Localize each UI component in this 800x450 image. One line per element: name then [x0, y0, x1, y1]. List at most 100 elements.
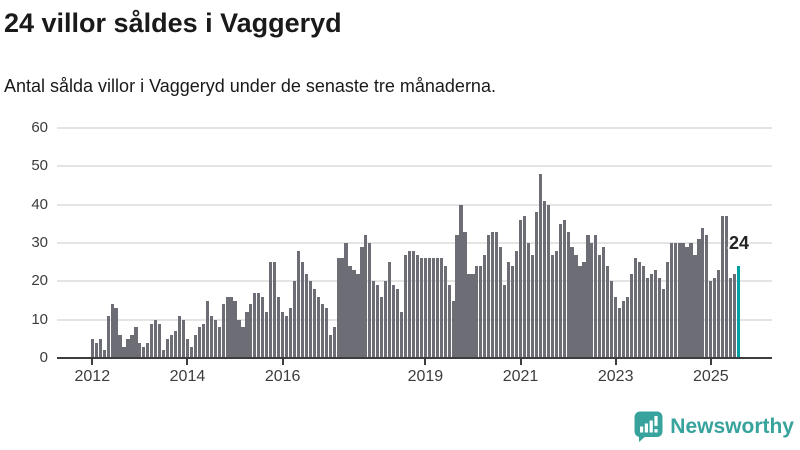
bar	[197, 327, 201, 358]
chart-subtitle: Antal sålda villor i Vaggeryd under de s…	[4, 76, 496, 96]
bar	[427, 258, 431, 358]
bar	[229, 296, 233, 358]
bar	[146, 342, 150, 358]
bar	[221, 304, 225, 358]
bar	[300, 262, 305, 358]
bar	[661, 289, 665, 358]
bar	[487, 235, 491, 358]
bar	[713, 277, 717, 358]
bar	[348, 266, 352, 358]
bar	[399, 312, 404, 358]
newsworthy-chart-bubble-icon	[634, 411, 663, 442]
page-title: 24 villor såldes i Vaggeryd	[4, 8, 342, 38]
bar	[142, 346, 146, 358]
bar	[166, 338, 170, 358]
bar	[546, 204, 550, 358]
bar	[185, 338, 190, 358]
bar	[530, 254, 534, 358]
bar	[729, 277, 733, 358]
bar	[693, 254, 697, 358]
x-tick-label: 2014	[169, 368, 206, 385]
bar	[411, 250, 416, 358]
bar	[328, 335, 332, 358]
bar	[431, 258, 435, 358]
bar	[598, 254, 602, 358]
bar	[459, 204, 463, 358]
bar	[237, 319, 241, 358]
y-tick-label: 20	[31, 272, 48, 290]
bar	[360, 246, 364, 358]
bar	[292, 281, 297, 358]
bar	[392, 285, 396, 358]
gridline	[57, 165, 772, 168]
bar	[288, 308, 293, 358]
x-tick-label: 2023	[597, 368, 634, 385]
bar	[574, 254, 578, 358]
y-tick-label: 50	[31, 157, 48, 175]
bar	[570, 246, 574, 358]
gridline	[57, 242, 772, 244]
bar	[284, 315, 289, 358]
x-axis-tick	[424, 359, 427, 365]
bar	[697, 239, 701, 358]
bar	[510, 266, 515, 358]
bar	[495, 231, 499, 358]
bar	[578, 266, 582, 358]
bar	[562, 220, 566, 358]
bar	[582, 262, 586, 358]
bar	[253, 292, 257, 358]
y-tick-label: 0	[39, 349, 48, 366]
bar	[122, 346, 126, 358]
bar	[344, 243, 348, 358]
bar	[645, 277, 649, 358]
bar	[685, 246, 689, 358]
bar	[162, 350, 166, 358]
bar	[368, 243, 372, 358]
bar	[419, 258, 423, 358]
bar	[681, 243, 685, 358]
x-tick-label: 2012	[74, 368, 111, 385]
bar	[689, 243, 693, 358]
bar	[94, 342, 98, 358]
bar	[649, 273, 653, 358]
bar	[653, 269, 657, 358]
last-value-annotation: 24	[729, 233, 750, 253]
bar	[499, 246, 503, 358]
bar	[625, 296, 630, 358]
bar	[150, 323, 154, 358]
bar	[249, 304, 253, 358]
bar	[304, 273, 308, 358]
bar	[158, 323, 162, 358]
bar	[435, 258, 439, 358]
bar	[471, 273, 475, 358]
bar	[217, 327, 221, 358]
bar	[463, 231, 467, 358]
bar	[447, 285, 451, 358]
bar	[518, 220, 523, 358]
bar	[396, 289, 400, 358]
bar	[193, 335, 197, 358]
bar	[110, 304, 114, 358]
x-axis-tick	[519, 359, 522, 365]
bar	[514, 250, 519, 358]
bar	[245, 312, 249, 358]
bar	[566, 231, 570, 358]
bar	[154, 319, 158, 358]
bar	[669, 243, 673, 358]
bar	[138, 342, 142, 358]
x-tick-label: 2025	[693, 368, 729, 385]
bar	[483, 254, 487, 358]
bar	[265, 312, 269, 358]
bar	[225, 296, 229, 358]
brand-footer: Newsworthy	[634, 411, 794, 442]
bar	[106, 315, 110, 358]
highlighted-bar	[736, 266, 741, 358]
bar	[522, 216, 527, 358]
bar	[269, 262, 273, 358]
bar	[633, 258, 638, 358]
bar	[177, 315, 182, 358]
x-axis-tick	[614, 359, 617, 365]
bar	[340, 258, 344, 358]
bar	[491, 231, 495, 358]
x-axis-tick	[186, 359, 189, 365]
